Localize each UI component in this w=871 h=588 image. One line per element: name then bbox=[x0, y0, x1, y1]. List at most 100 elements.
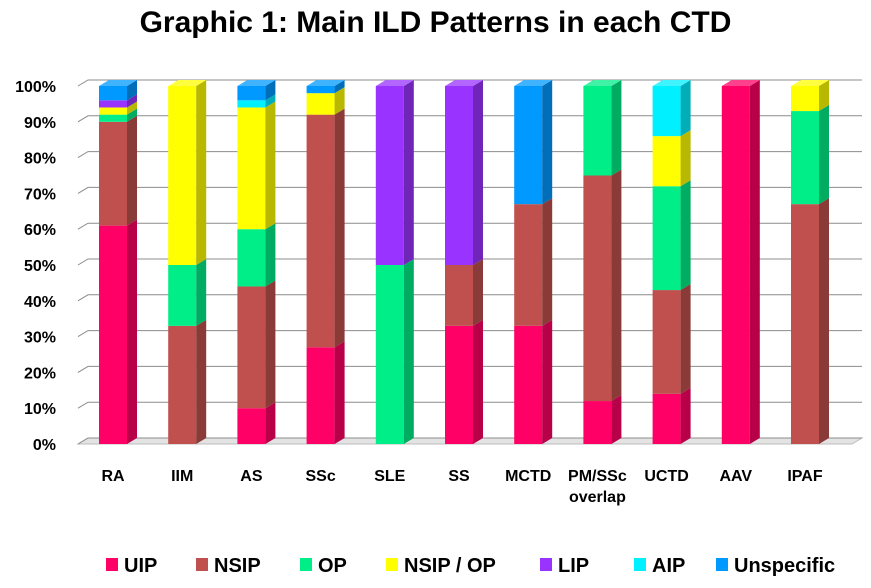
legend-item-uip: UIP bbox=[106, 555, 157, 577]
bar-front bbox=[514, 325, 543, 444]
bar-side bbox=[127, 219, 137, 444]
legend-swatch bbox=[386, 558, 398, 571]
bar-side bbox=[819, 105, 829, 205]
y-axis-ticks: 0% 10% 20% 30% 40% 50% 60% 70% 80% 90% 100% bbox=[15, 79, 56, 454]
x-category-label: SLE bbox=[374, 468, 405, 485]
bar-segment-op bbox=[99, 108, 137, 122]
y-tick-label: 30% bbox=[24, 330, 56, 347]
bar-side bbox=[680, 387, 691, 444]
bar-segment-nsip bbox=[99, 115, 137, 226]
y-tick-label: 100% bbox=[15, 79, 56, 96]
bar-side bbox=[127, 94, 137, 108]
bar-side bbox=[680, 130, 691, 187]
bar-front bbox=[168, 325, 197, 444]
bar-side bbox=[611, 395, 622, 444]
bar-segment-uip bbox=[237, 402, 276, 444]
legend-item-unspecific: Unspecific bbox=[716, 555, 835, 577]
bar-segment-unspecific bbox=[237, 80, 276, 101]
bar-front bbox=[791, 111, 819, 205]
bar-front bbox=[583, 86, 612, 176]
bar-segment-nsip bbox=[514, 198, 553, 326]
bar-front bbox=[652, 393, 681, 444]
bar-front bbox=[237, 86, 266, 101]
bar-front bbox=[721, 86, 750, 444]
y-tick-label: 70% bbox=[24, 186, 56, 203]
bar-top bbox=[583, 80, 622, 86]
legend-swatch bbox=[716, 558, 728, 571]
bar-side bbox=[265, 280, 276, 409]
y-tick-label: 60% bbox=[24, 222, 56, 239]
bar-side bbox=[680, 180, 691, 291]
bar-segment-nsip-op bbox=[168, 80, 207, 265]
bar-front bbox=[791, 204, 819, 444]
bar-segment-op bbox=[168, 259, 207, 326]
legend-label: AIP bbox=[652, 555, 685, 577]
x-category-label: AAV bbox=[720, 468, 753, 485]
bar-segment-nsip bbox=[583, 169, 622, 402]
bar-top bbox=[99, 80, 137, 86]
bar-segment-aip bbox=[237, 94, 276, 108]
x-category-label: IIM bbox=[171, 468, 193, 485]
bar-segment-uip bbox=[445, 319, 483, 444]
bar-segment-uip bbox=[721, 80, 760, 444]
bar-segment-lip bbox=[445, 80, 483, 265]
bar-side bbox=[749, 80, 760, 444]
bar-side bbox=[196, 80, 207, 265]
bar-top bbox=[791, 80, 829, 86]
x-category-label: RA bbox=[101, 468, 125, 485]
bar-side bbox=[611, 80, 622, 176]
bar-segment-nsip-op bbox=[99, 101, 137, 115]
bar-segment-op bbox=[791, 105, 829, 205]
bar-front bbox=[652, 290, 681, 394]
x-category-label: PM/SSc overlap bbox=[568, 468, 627, 506]
x-category-label: IPAF bbox=[787, 468, 822, 485]
bar-side bbox=[334, 80, 345, 94]
legend-swatch bbox=[300, 558, 312, 571]
bar-side bbox=[127, 108, 137, 122]
legend-item-nsip-op: NSIP / OP bbox=[386, 555, 496, 577]
bar-front bbox=[99, 86, 127, 101]
bar-front bbox=[306, 347, 335, 444]
bar-segment-nsip bbox=[791, 198, 829, 444]
x-category-label: MCTD bbox=[505, 468, 551, 485]
legend-swatch bbox=[540, 558, 552, 571]
x-category-label: UCTD bbox=[644, 468, 688, 485]
y-tick-label: 0% bbox=[33, 437, 56, 454]
bar-top bbox=[237, 80, 276, 86]
bar-top bbox=[721, 80, 760, 86]
bar-side bbox=[265, 402, 276, 444]
bar-front bbox=[306, 93, 335, 115]
legend: UIP NSIP OP NSIP / OP LIP AIP Unspecific bbox=[106, 555, 835, 577]
y-tick-label: 40% bbox=[24, 294, 56, 311]
legend-label: UIP bbox=[124, 555, 157, 577]
bar-front bbox=[237, 107, 266, 230]
bar-front bbox=[445, 86, 473, 265]
bar-side bbox=[542, 319, 553, 444]
bar-segment-nsip-op bbox=[306, 87, 345, 115]
bar-side bbox=[680, 284, 691, 394]
legend-swatch bbox=[106, 558, 118, 571]
bar-segment-uip bbox=[306, 341, 345, 444]
bar-side bbox=[473, 319, 483, 444]
bar-segment-nsip bbox=[168, 319, 207, 444]
bar-front bbox=[306, 86, 335, 94]
y-tick-label: 50% bbox=[24, 258, 56, 275]
bar-top bbox=[375, 80, 414, 86]
bar-front bbox=[237, 408, 266, 444]
legend-label: LIP bbox=[558, 555, 589, 577]
bar-front bbox=[583, 401, 612, 444]
bar-side bbox=[403, 80, 414, 265]
bar-top bbox=[445, 80, 483, 86]
bar-segment-aip bbox=[652, 80, 691, 137]
bar-segment-nsip-op bbox=[652, 130, 691, 187]
bar-front bbox=[375, 86, 404, 265]
bar-side bbox=[473, 259, 483, 326]
bar-side bbox=[127, 101, 137, 115]
bar-segment-nsip-op bbox=[237, 101, 276, 230]
y-tick-label: 80% bbox=[24, 151, 56, 168]
bar-segment-uip bbox=[514, 319, 553, 444]
bar-segment-nsip bbox=[237, 280, 276, 409]
bar-side bbox=[680, 80, 691, 137]
bar-side bbox=[473, 80, 483, 265]
